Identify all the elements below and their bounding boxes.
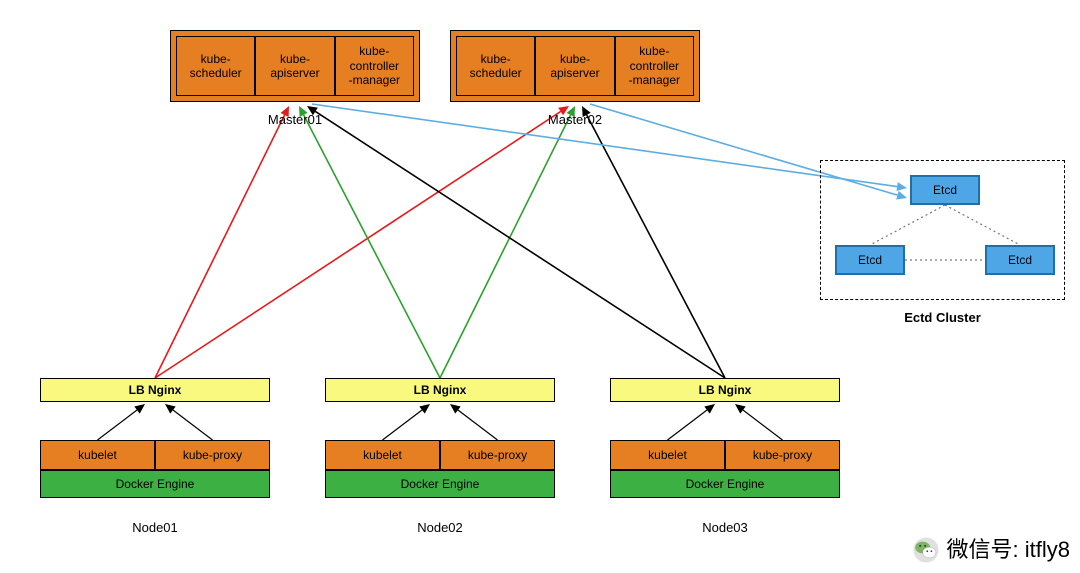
watermark: 微信号: itfly8 [911, 535, 1070, 565]
lb-box: LB Nginx [325, 378, 555, 402]
etcd-node: Etcd [835, 245, 905, 275]
kubeproxy-box: kube-proxy [155, 440, 270, 470]
etcd-cluster-label: Ectd Cluster [820, 308, 1065, 328]
master-comp: kube- apiserver [255, 36, 334, 96]
wechat-icon [911, 535, 941, 565]
etcd-node: Etcd [910, 175, 980, 205]
docker-box: Docker Engine [40, 470, 270, 498]
master-comp: kube- scheduler [176, 36, 255, 96]
master-label: Master01 [170, 110, 420, 130]
node-label: Node01 [40, 518, 270, 538]
lb-box: LB Nginx [610, 378, 840, 402]
kubeproxy-box: kube-proxy [440, 440, 555, 470]
kubelet-box: kubelet [610, 440, 725, 470]
kubelet-box: kubelet [40, 440, 155, 470]
node-label: Node02 [325, 518, 555, 538]
watermark-text: 微信号: itfly8 [947, 537, 1070, 563]
node-label: Node03 [610, 518, 840, 538]
master-comp: kube- apiserver [535, 36, 614, 96]
master-comp: kube- controller -manager [335, 36, 414, 96]
kubelet-box: kubelet [325, 440, 440, 470]
lb-box: LB Nginx [40, 378, 270, 402]
kubeproxy-box: kube-proxy [725, 440, 840, 470]
master-comp: kube- scheduler [456, 36, 535, 96]
docker-box: Docker Engine [325, 470, 555, 498]
master-label: Master02 [450, 110, 700, 130]
etcd-node: Etcd [985, 245, 1055, 275]
docker-box: Docker Engine [610, 470, 840, 498]
master-comp: kube- controller -manager [615, 36, 694, 96]
